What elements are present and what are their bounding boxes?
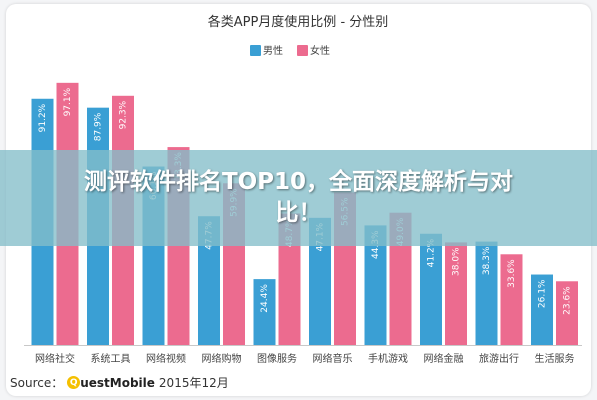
banner-title: 测评软件排名TOP10，全面深度解析与对比！ bbox=[83, 169, 514, 226]
category-label: 生活服务 bbox=[535, 352, 575, 365]
legend-label-female: 女性 bbox=[310, 44, 330, 57]
data-label-female: 97.1% bbox=[63, 87, 73, 116]
logo-icon: Q bbox=[67, 376, 81, 389]
bar-male bbox=[475, 241, 498, 345]
legend-swatch-female bbox=[297, 45, 308, 56]
source-date: 2015年12月 bbox=[158, 376, 229, 390]
bar-male bbox=[198, 216, 220, 345]
data-label-male: 87.9% bbox=[94, 112, 104, 141]
data-label-female: 23.6% bbox=[563, 286, 573, 315]
bar-male bbox=[531, 274, 553, 345]
data-label-female: 92.3% bbox=[119, 100, 129, 129]
legend-label-male: 男性 bbox=[263, 44, 283, 57]
logo-text: uestMobile bbox=[80, 375, 155, 390]
category-label: 图像服务 bbox=[257, 352, 297, 365]
title-banner: 测评软件排名TOP10，全面深度解析与对比！ bbox=[0, 150, 597, 246]
data-label-male: 41.2% bbox=[427, 238, 437, 267]
category-label: 网络视频 bbox=[146, 352, 186, 365]
bar-female bbox=[500, 254, 523, 345]
bar-female bbox=[556, 281, 578, 345]
bar-male bbox=[253, 279, 276, 345]
category-label: 系统工具 bbox=[91, 352, 131, 365]
bar-male bbox=[309, 217, 331, 345]
bar-male bbox=[420, 233, 442, 345]
category-label: 网络金融 bbox=[424, 352, 464, 365]
category-label: 网络音乐 bbox=[313, 352, 353, 365]
legend-swatch-male bbox=[250, 45, 261, 56]
bar-female bbox=[278, 213, 301, 345]
data-label-male: 91.2% bbox=[38, 103, 48, 132]
category-label: 手机游戏 bbox=[368, 352, 408, 365]
data-label-female: 33.6% bbox=[507, 259, 517, 288]
questmobile-logo: Q uestMobile bbox=[67, 376, 155, 390]
data-label-female: 38.0% bbox=[452, 247, 462, 276]
source-label: Source： bbox=[10, 376, 64, 390]
category-label: 网络购物 bbox=[202, 352, 242, 365]
chart-title: 各类APP月度使用比例 - 分性别 bbox=[208, 14, 389, 30]
data-label-male: 26.1% bbox=[538, 279, 548, 308]
category-label: 旅游出行 bbox=[479, 352, 519, 365]
source-line: Source： Q uestMobile 2015年12月 bbox=[10, 374, 229, 391]
data-label-male: 24.4% bbox=[260, 284, 270, 313]
category-label: 网络社交 bbox=[35, 352, 75, 365]
bar-male bbox=[364, 225, 387, 345]
bar-female bbox=[445, 242, 467, 345]
data-label-male: 38.3% bbox=[482, 246, 492, 275]
